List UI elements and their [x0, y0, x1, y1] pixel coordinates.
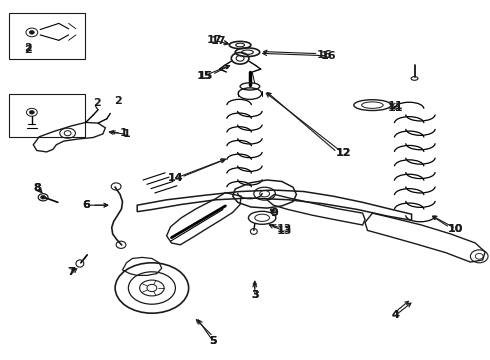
Text: 15: 15 — [197, 71, 213, 81]
Text: 2: 2 — [24, 45, 32, 55]
Text: 11: 11 — [388, 101, 404, 111]
Text: 1: 1 — [120, 128, 128, 138]
Text: 11: 11 — [388, 103, 404, 113]
Text: 8: 8 — [33, 183, 41, 193]
Text: 17: 17 — [210, 36, 226, 46]
Text: 13: 13 — [276, 226, 292, 236]
Text: 10: 10 — [448, 224, 464, 234]
Text: 10: 10 — [448, 224, 464, 234]
Text: 3: 3 — [251, 290, 259, 300]
Text: 13: 13 — [276, 224, 292, 234]
Text: 16: 16 — [320, 51, 336, 61]
Ellipse shape — [29, 111, 34, 114]
Text: 1: 1 — [122, 129, 130, 139]
Text: 15: 15 — [198, 71, 214, 81]
Text: 4: 4 — [392, 310, 400, 320]
Text: 2: 2 — [114, 96, 122, 106]
Bar — [9, 94, 85, 137]
Text: 2: 2 — [24, 42, 32, 53]
Bar — [9, 13, 85, 59]
Text: 14: 14 — [168, 173, 183, 183]
Text: 9: 9 — [270, 208, 278, 218]
Text: 12: 12 — [335, 148, 351, 158]
Text: 6: 6 — [82, 200, 90, 210]
Text: 8: 8 — [33, 183, 41, 193]
Text: 2: 2 — [93, 98, 101, 108]
Ellipse shape — [41, 195, 46, 199]
Text: 4: 4 — [392, 310, 400, 320]
Text: 7: 7 — [67, 267, 75, 277]
Text: 3: 3 — [251, 290, 259, 300]
Text: 6: 6 — [82, 200, 90, 210]
Text: 7: 7 — [67, 267, 75, 277]
Text: 9: 9 — [270, 208, 278, 218]
Ellipse shape — [29, 31, 34, 34]
Text: 14: 14 — [168, 173, 183, 183]
Text: 5: 5 — [209, 336, 217, 346]
Text: 17: 17 — [207, 35, 222, 45]
Text: 5: 5 — [209, 336, 217, 346]
Text: 12: 12 — [335, 148, 351, 158]
Text: 16: 16 — [317, 50, 332, 60]
